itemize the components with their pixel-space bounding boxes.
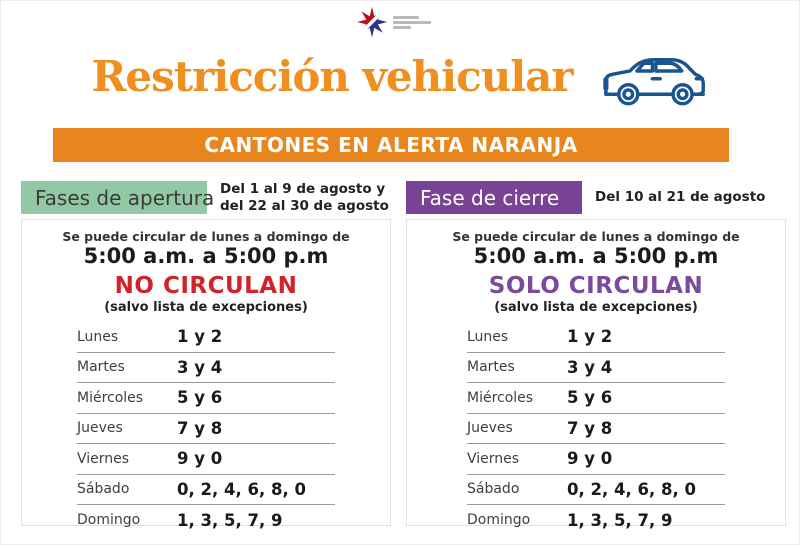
day-label: Viernes xyxy=(77,450,130,467)
cierre-header: Fase de cierre Del 10 al 21 de agosto xyxy=(406,181,786,214)
table-row: Viernes 9 y 0 xyxy=(467,444,725,475)
table-row: Martes 3 y 4 xyxy=(77,353,335,384)
cierre-date-line-1: Del 10 al 21 de agosto xyxy=(595,189,766,206)
day-label: Lunes xyxy=(77,328,119,345)
plates-value: 7 y 8 xyxy=(177,418,223,438)
day-label: Martes xyxy=(467,359,515,376)
column-apertura: Fases de apertura Del 1 al 9 de agosto y… xyxy=(21,181,391,530)
apertura-header: Fases de apertura Del 1 al 9 de agosto y… xyxy=(21,181,391,214)
table-row: Lunes 1 y 2 xyxy=(467,322,725,353)
table-row: Sábado 0, 2, 4, 6, 8, 0 xyxy=(467,475,725,506)
table-row: Jueves 7 y 8 xyxy=(467,414,725,445)
plates-value: 9 y 0 xyxy=(177,449,223,469)
plates-value: 7 y 8 xyxy=(567,418,613,438)
table-row: Sábado 0, 2, 4, 6, 8, 0 xyxy=(77,475,335,506)
plates-value: 0, 2, 4, 6, 8, 0 xyxy=(177,479,306,499)
day-label: Miércoles xyxy=(77,389,144,406)
apertura-date-line-1: Del 1 al 9 de agosto y xyxy=(220,180,386,197)
apertura-date-line-2: del 22 al 30 de agosto xyxy=(220,197,389,214)
alert-banner: CANTONES EN ALERTA NARANJA xyxy=(53,128,729,162)
cierre-phase-label: Fase de cierre xyxy=(406,181,582,214)
plates-value: 3 y 4 xyxy=(177,357,223,377)
cierre-rule-title: SOLO CIRCULAN xyxy=(488,273,704,300)
apertura-phase-label: Fases de apertura xyxy=(21,181,214,214)
table-row: Miércoles 5 y 6 xyxy=(77,383,335,414)
apertura-rule-note: (salvo lista de excepciones) xyxy=(104,300,308,316)
government-logo xyxy=(357,7,431,37)
apertura-hours: 5:00 a.m. a 5:00 p.m xyxy=(83,244,329,268)
day-label: Jueves xyxy=(467,420,513,437)
star-logo-icon xyxy=(357,7,387,37)
plates-value: 0, 2, 4, 6, 8, 0 xyxy=(567,479,696,499)
apertura-intro: Se puede circular de lunes a domingo de xyxy=(62,229,350,244)
cierre-dates: Del 10 al 21 de agosto xyxy=(595,181,765,214)
car-icon xyxy=(599,45,711,109)
cierre-card: Se puede circular de lunes a domingo de … xyxy=(406,219,786,530)
apertura-rule-title: NO CIRCULAN xyxy=(114,273,298,300)
plates-value: 9 y 0 xyxy=(567,449,613,469)
title-row: Restricción vehicular xyxy=(1,45,800,109)
column-cierre: Fase de cierre Del 10 al 21 de agosto Se… xyxy=(406,181,786,530)
plates-value: 5 y 6 xyxy=(567,388,613,408)
plates-value: 1 y 2 xyxy=(567,327,613,347)
plates-value: 1, 3, 5, 7, 9 xyxy=(177,510,283,530)
apertura-plates-table: Lunes 1 y 2 Martes 3 y 4 Miércoles 5 y 6… xyxy=(77,322,335,536)
day-label: Viernes xyxy=(467,450,520,467)
day-label: Martes xyxy=(77,359,125,376)
table-row: Domingo 1, 3, 5, 7, 9 xyxy=(467,505,725,536)
table-row: Miércoles 5 y 6 xyxy=(467,383,725,414)
day-label: Sábado xyxy=(467,481,520,498)
logo-text-lines xyxy=(393,15,431,29)
plates-value: 5 y 6 xyxy=(177,388,223,408)
plates-value: 3 y 4 xyxy=(567,357,613,377)
table-row: Viernes 9 y 0 xyxy=(77,444,335,475)
day-label: Sábado xyxy=(77,481,130,498)
apertura-card: Se puede circular de lunes a domingo de … xyxy=(21,219,391,530)
cierre-rule-note: (salvo lista de excepciones) xyxy=(494,300,698,316)
apertura-dates: Del 1 al 9 de agosto y del 22 al 30 de a… xyxy=(220,181,389,214)
day-label: Jueves xyxy=(77,420,123,437)
plates-value: 1 y 2 xyxy=(177,327,223,347)
day-label: Miércoles xyxy=(467,389,534,406)
day-label: Lunes xyxy=(467,328,509,345)
table-row: Lunes 1 y 2 xyxy=(77,322,335,353)
table-row: Jueves 7 y 8 xyxy=(77,414,335,445)
cierre-plates-table: Lunes 1 y 2 Martes 3 y 4 Miércoles 5 y 6… xyxy=(467,322,725,536)
day-label: Domingo xyxy=(77,512,141,529)
cierre-hours: 5:00 a.m. a 5:00 p.m xyxy=(473,244,719,268)
table-row: Domingo 1, 3, 5, 7, 9 xyxy=(77,505,335,536)
cierre-intro: Se puede circular de lunes a domingo de xyxy=(452,229,740,244)
page-title: Restricción vehicular xyxy=(91,52,573,101)
day-label: Domingo xyxy=(467,512,531,529)
plates-value: 1, 3, 5, 7, 9 xyxy=(567,510,673,530)
table-row: Martes 3 y 4 xyxy=(467,353,725,384)
